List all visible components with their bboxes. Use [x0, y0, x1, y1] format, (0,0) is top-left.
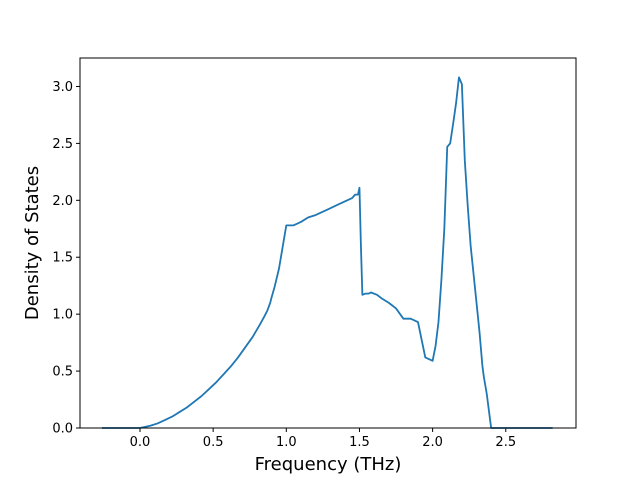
y-tick-label: 1.5: [52, 251, 73, 266]
x-tick-label: 1.0: [276, 435, 297, 450]
y-tick-label: 0.0: [52, 422, 73, 437]
y-axis-label: Density of States: [22, 166, 43, 320]
plot-frame: [79, 57, 577, 429]
x-axis-ticks: 0.0 0.5 1.0 1.5 2.0 2.5: [130, 428, 516, 450]
y-tick-label: 3.0: [52, 80, 73, 95]
x-tick-label: 2.0: [422, 435, 443, 450]
x-axis-label: Frequency (THz): [255, 454, 402, 475]
y-tick-label: 2.5: [52, 137, 73, 152]
plot-area: [80, 58, 576, 428]
x-tick-label: 0.0: [130, 435, 151, 450]
y-tick-label: 0.5: [52, 365, 73, 380]
x-tick-label: 0.5: [203, 435, 224, 450]
y-tick-label: 1.0: [52, 308, 73, 323]
y-tick-label: 2.0: [52, 194, 73, 209]
x-tick-label: 2.5: [495, 435, 516, 450]
x-tick-label: 1.5: [349, 435, 370, 450]
y-axis-ticks: 0.0 0.5 1.0 1.5 2.0 2.5 3.0: [52, 80, 80, 437]
dos-series-line: [101, 76, 553, 429]
